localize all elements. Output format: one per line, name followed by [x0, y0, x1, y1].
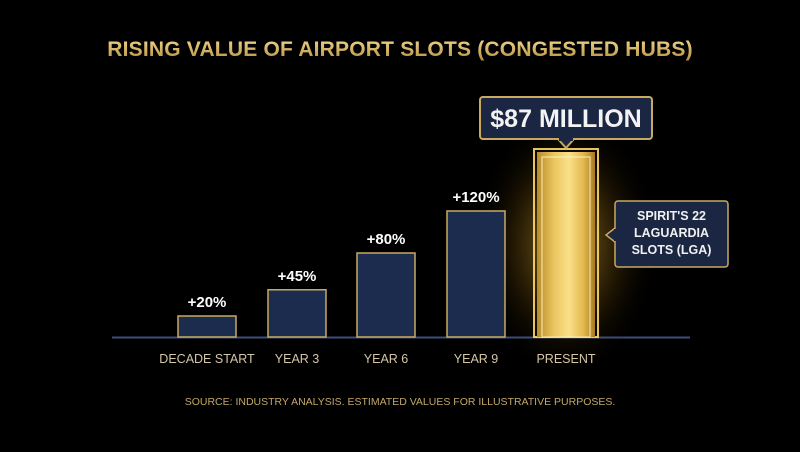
bar-year-6[interactable] — [356, 252, 416, 338]
chart-title: RISING VALUE OF AIRPORT SLOTS (CONGESTED… — [107, 38, 693, 61]
bar-decade-start[interactable] — [177, 315, 237, 338]
data-label: +80% — [367, 231, 406, 248]
annotation-callout-pointer — [604, 227, 616, 243]
bar-present[interactable] — [537, 152, 595, 337]
data-label: +20% — [188, 294, 227, 311]
x-tick-label: YEAR 9 — [454, 352, 499, 366]
x-tick-label: DECADE START — [159, 352, 255, 366]
bar-present-inner-frame — [541, 156, 591, 338]
annotation-line: SLOTS (LGA) — [632, 243, 712, 257]
annotation-callout-pointer-mask — [614, 229, 617, 241]
annotation-line: LAGUARDIA — [634, 226, 709, 240]
x-tick-label: PRESENT — [536, 352, 595, 366]
bar-year-3[interactable] — [267, 289, 327, 338]
data-label: +45% — [278, 268, 317, 285]
bar-year-9[interactable] — [446, 210, 506, 338]
x-tick-label: YEAR 6 — [364, 352, 409, 366]
value-callout-text: $87 MILLION — [490, 105, 641, 133]
value-callout-pointer-mask — [559, 137, 573, 141]
x-tick-label: YEAR 3 — [275, 352, 320, 366]
annotation-line: SPIRIT'S 22 — [637, 209, 706, 223]
data-label: +120% — [452, 189, 499, 206]
source-note: SOURCE: INDUSTRY ANALYSIS. ESTIMATED VAL… — [185, 396, 616, 408]
